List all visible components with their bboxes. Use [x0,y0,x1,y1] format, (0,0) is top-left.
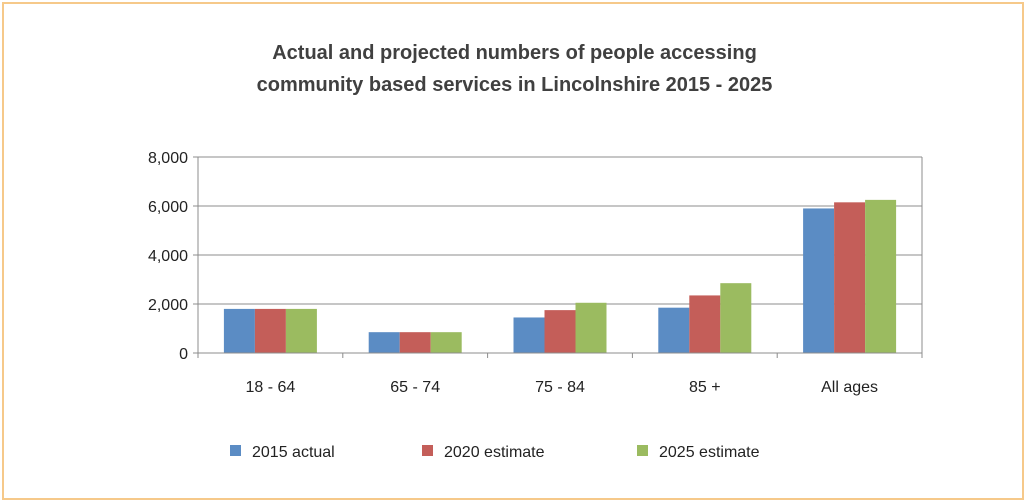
legend-label: 2025 estimate [659,444,760,461]
legend-swatch [230,445,241,456]
bar [513,317,545,353]
y-tick-labels: 0 2,000 4,000 6,000 8,000 [148,150,198,363]
legend-label: 2020 estimate [444,444,545,461]
y-tick-label: 2,000 [148,297,188,314]
x-tick-labels: 18 - 64 65 - 74 75 - 84 85 + All ages [197,353,923,396]
x-tick-label: 75 - 84 [535,379,585,396]
bar [720,283,752,353]
bar [544,310,576,353]
x-tick-label: All ages [821,379,878,396]
chart-title-line-1: Actual and projected numbers of people a… [272,42,757,64]
bar [658,307,690,353]
legend-swatch [422,445,433,456]
legend-label: 2015 actual [252,444,335,461]
y-tick-label: 8,000 [148,150,188,167]
legend: 2015 actual 2020 estimate 2025 estimate [230,444,760,461]
legend-swatch [637,445,648,456]
bar [834,202,866,353]
bar [575,302,607,353]
bar [430,332,462,353]
y-tick-label: 6,000 [148,199,188,216]
bar [803,208,835,353]
bar [254,308,286,353]
bar [223,308,255,353]
y-tick-label: 0 [179,346,188,363]
bar [865,199,897,353]
bar [399,332,431,353]
x-tick-label: 65 - 74 [390,379,440,396]
bar [368,332,400,353]
x-tick-label: 18 - 64 [245,379,295,396]
y-tick-label: 4,000 [148,248,188,265]
bars [223,199,897,353]
bar [689,295,721,353]
bar [285,308,317,353]
chart-title-line-2: community based services in Lincolnshire… [256,74,773,96]
x-tick-label: 85 + [689,379,721,396]
